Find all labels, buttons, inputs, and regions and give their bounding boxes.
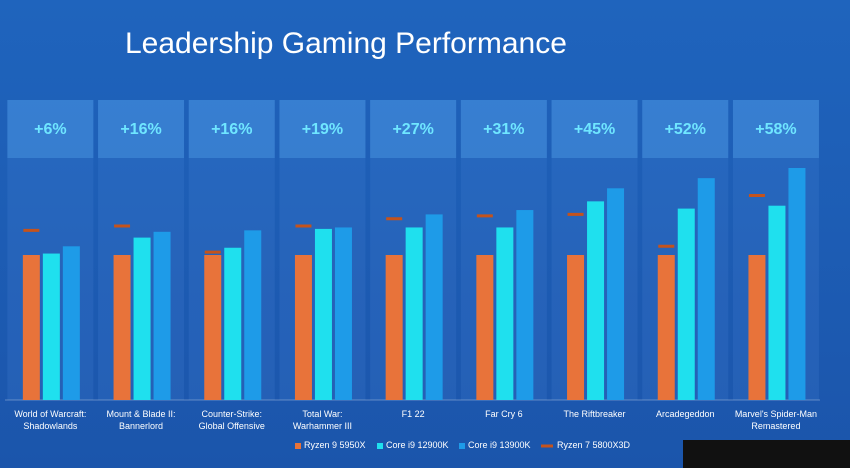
bar — [657, 255, 675, 400]
annotation: +16% — [211, 121, 252, 138]
bar — [516, 210, 534, 400]
annotation-panel — [642, 100, 729, 158]
annotation: +58% — [755, 121, 796, 138]
x-tick-label: Marvel's Spider-Man Remastered — [734, 409, 818, 431]
x-tick-label: Counter-Strike: Global Offensive — [198, 409, 265, 431]
x-tick-label: Total War: Warhammer III — [292, 409, 353, 431]
bar — [587, 201, 605, 400]
bar — [42, 253, 60, 400]
annotation-panel — [370, 100, 457, 158]
annotation-panel — [460, 100, 547, 158]
bar — [153, 231, 171, 400]
annotation-panel — [7, 100, 94, 158]
bar — [677, 208, 695, 400]
bar — [768, 205, 786, 400]
bar — [113, 255, 131, 400]
annotation-panel — [551, 100, 638, 158]
x-tick-label: Far Cry 6 — [485, 409, 523, 419]
annotation: +27% — [392, 121, 433, 138]
x-tick-label: World of Warcraft: Shadowlands — [14, 409, 87, 431]
bar — [607, 188, 625, 400]
bar — [224, 247, 242, 400]
annotation: +45% — [574, 121, 615, 138]
legend-symbol — [295, 443, 301, 449]
bar — [405, 227, 423, 400]
annotation-panel — [732, 100, 819, 158]
bar — [496, 227, 514, 400]
legend-symbol — [459, 443, 465, 449]
legend-symbol — [377, 443, 383, 449]
annotation: +31% — [483, 121, 524, 138]
bar — [788, 168, 806, 400]
bar — [385, 255, 403, 400]
annotation-panel — [188, 100, 275, 158]
bar — [22, 255, 40, 400]
bar — [133, 237, 151, 400]
bar — [697, 178, 715, 400]
legend-label: Ryzen 9 5950X — [304, 440, 366, 450]
bar — [476, 255, 494, 400]
chart-title: Leadership Gaming Performance — [125, 27, 567, 60]
bar — [62, 246, 80, 400]
bar — [314, 228, 332, 400]
bar — [567, 255, 585, 400]
x-tick-label: F1 22 — [401, 409, 425, 419]
annotation: +16% — [120, 121, 161, 138]
bar — [204, 255, 222, 400]
annotation: +19% — [302, 121, 343, 138]
presenter-video — [683, 440, 850, 468]
legend-label: Core i9 13900K — [468, 440, 531, 450]
x-tick-label: The Riftbreaker — [563, 409, 626, 419]
x-tick-label: Arcadegeddon — [655, 409, 715, 419]
legend-label: Core i9 12900K — [386, 440, 449, 450]
bar — [294, 255, 312, 400]
bar — [334, 227, 352, 400]
bar — [425, 214, 443, 400]
bar — [244, 230, 262, 400]
x-tick-label: Mount & Blade II: Bannerlord — [106, 409, 176, 431]
legend-label: Ryzen 7 5800X3D — [557, 440, 631, 450]
annotation-panel — [279, 100, 366, 158]
annotation: +52% — [665, 121, 706, 138]
annotation: +6% — [34, 121, 66, 138]
annotation-panel — [98, 100, 185, 158]
bar — [748, 255, 766, 400]
